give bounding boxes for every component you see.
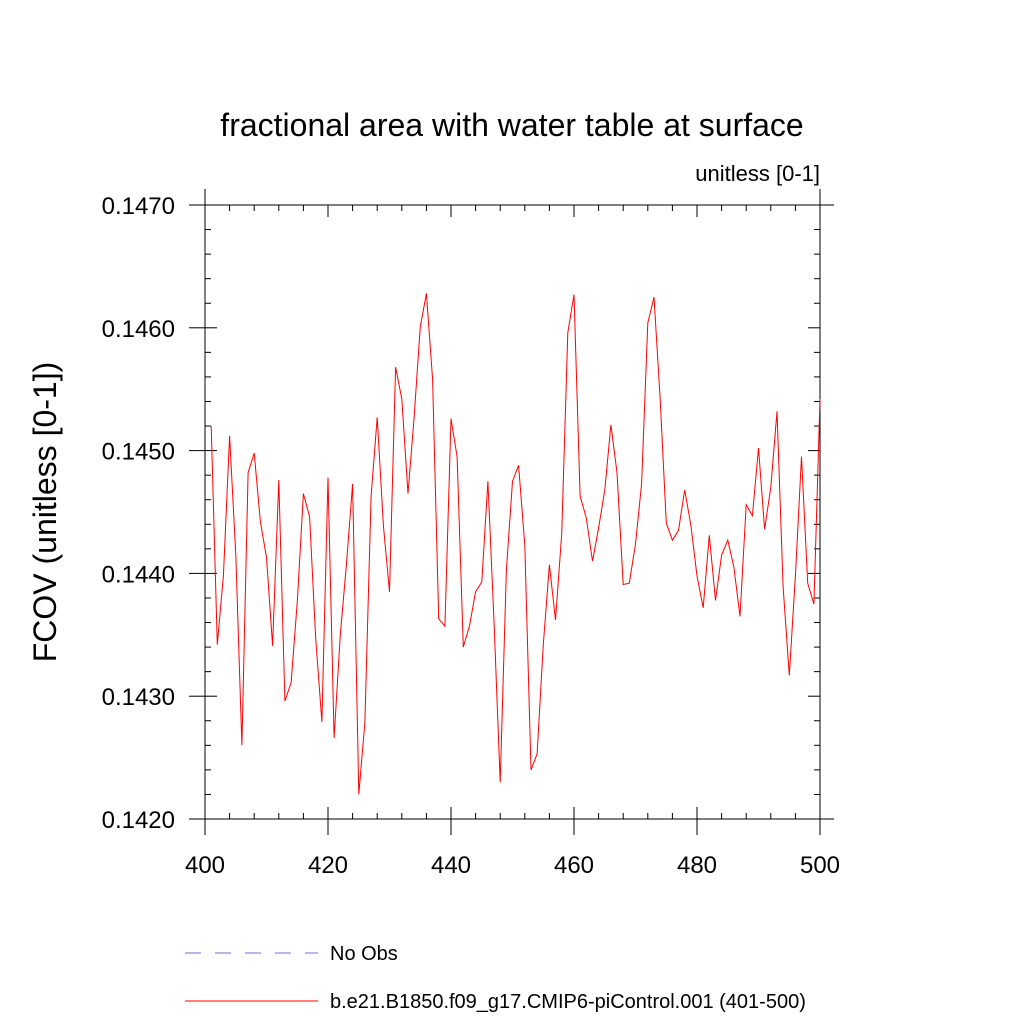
x-tick-label: 480 <box>677 852 717 879</box>
y-tick-label: 0.1460 <box>102 316 175 343</box>
x-tick-label: 420 <box>308 852 348 879</box>
y-axis-label: FCOV (unitless [0-1]) <box>27 362 63 663</box>
y-tick-label: 0.1430 <box>102 684 175 711</box>
x-tick-label: 440 <box>431 852 471 879</box>
y-axis-ticks: 0.1420 0.1430 0.1440 0.1450 0.1460 0.1470 <box>102 193 820 834</box>
legend: No Obs b.e21.B1850.f09_g17.CMIP6-piContr… <box>185 943 806 1013</box>
series-line-control <box>210 293 821 795</box>
chart-title: fractional area with water table at surf… <box>220 107 803 143</box>
y-tick-label: 0.1450 <box>102 439 175 466</box>
minor-ticks <box>205 205 820 819</box>
x-tick-label: 400 <box>185 852 225 879</box>
legend-label-no-obs: No Obs <box>330 943 398 965</box>
chart-subtitle: unitless [0-1] <box>695 161 820 186</box>
legend-label-control: b.e21.B1850.f09_g17.CMIP6-piControl.001 … <box>330 991 806 1013</box>
y-tick-label: 0.1470 <box>102 193 175 220</box>
x-tick-label: 500 <box>800 852 840 879</box>
series-group <box>210 293 821 795</box>
plot-border <box>204 204 821 820</box>
y-tick-label: 0.1420 <box>102 807 175 834</box>
x-tick-label: 460 <box>554 852 594 879</box>
y-tick-label: 0.1440 <box>102 561 175 588</box>
plot-frame <box>204 189 834 820</box>
x-axis-ticks: 400 420 440 460 480 500 <box>185 205 840 879</box>
